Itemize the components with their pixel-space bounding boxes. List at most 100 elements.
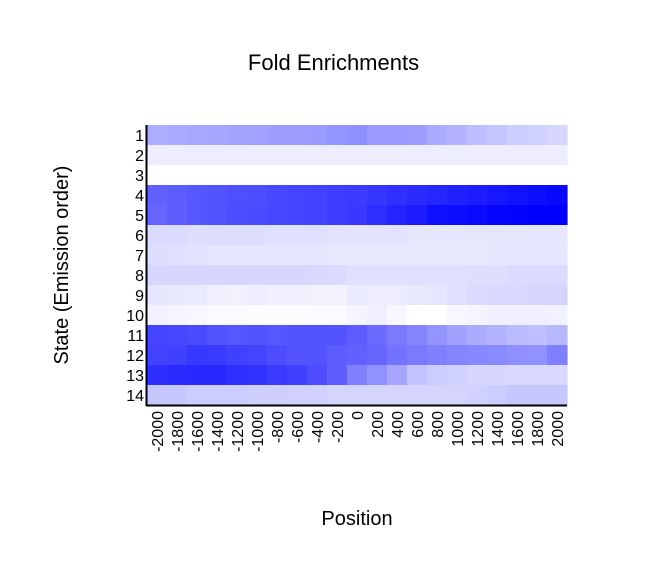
heatmap-cell <box>247 385 268 406</box>
heatmap-cell <box>487 185 508 206</box>
heatmap-cell <box>527 245 548 266</box>
heatmap-cell <box>267 265 288 286</box>
heatmap-cell <box>267 185 288 206</box>
heatmap-cell <box>307 385 328 406</box>
heatmap-cell <box>207 285 228 306</box>
heatmap-cell <box>407 265 428 286</box>
heatmap-cell <box>347 305 368 326</box>
heatmap-cell <box>387 305 408 326</box>
y-axis-label: State (Emission order) <box>51 166 73 365</box>
heatmap-cell <box>327 125 348 146</box>
heatmap-cell <box>407 165 428 186</box>
heatmap-cell <box>327 185 348 206</box>
heatmap-cell <box>167 305 188 326</box>
heatmap-cell <box>187 305 208 326</box>
heatmap-cell <box>547 145 568 166</box>
heatmap-cell <box>307 265 328 286</box>
heatmap-cell <box>447 305 468 326</box>
heatmap-cell <box>147 265 168 286</box>
heatmap-cell <box>167 145 188 166</box>
heatmap-cell <box>347 345 368 366</box>
x-tick-label: -400 <box>310 411 327 443</box>
heatmap-cell <box>507 205 528 226</box>
heatmap-cell <box>387 145 408 166</box>
x-tick-label: 1000 <box>450 411 467 447</box>
heatmap-cell <box>247 305 268 326</box>
heatmap-cell <box>327 265 348 286</box>
heatmap-cell <box>187 385 208 406</box>
heatmap-cell <box>467 165 488 186</box>
y-tick-label: 2 <box>135 148 144 165</box>
heatmap-cell <box>367 385 388 406</box>
heatmap-cell <box>287 205 308 226</box>
heatmap-cell <box>167 165 188 186</box>
heatmap-cell <box>227 305 248 326</box>
heatmap-cell <box>267 205 288 226</box>
heatmap-cell <box>307 365 328 386</box>
heatmap-cell <box>467 385 488 406</box>
heatmap-cell <box>507 385 528 406</box>
x-tick-label: 1400 <box>490 411 507 447</box>
heatmap-cell <box>227 225 248 246</box>
heatmap-cell <box>227 365 248 386</box>
x-tick-label: -1400 <box>210 411 227 452</box>
heatmap-cell <box>387 165 408 186</box>
heatmap-cell <box>167 125 188 146</box>
x-tick-label: 200 <box>370 411 387 438</box>
heatmap-cell <box>247 145 268 166</box>
heatmap-cell <box>307 145 328 166</box>
x-tick-label: 1800 <box>530 411 547 447</box>
heatmap-cell <box>427 185 448 206</box>
heatmap-cell <box>187 165 208 186</box>
heatmap-cell <box>427 265 448 286</box>
heatmap-cell <box>147 325 168 346</box>
heatmap-cell <box>507 185 528 206</box>
heatmap-cell <box>227 185 248 206</box>
heatmap-cell <box>287 125 308 146</box>
heatmap-cell <box>187 145 208 166</box>
heatmap-cell <box>207 345 228 366</box>
heatmap-cell <box>247 205 268 226</box>
heatmap-cell <box>147 365 168 386</box>
x-tick-label: 1600 <box>510 411 527 447</box>
heatmap-cell <box>387 345 408 366</box>
heatmap-cell <box>427 165 448 186</box>
heatmap-cell <box>487 385 508 406</box>
heatmap-cell <box>367 205 388 226</box>
heatmap-cell <box>467 225 488 246</box>
heatmap-cell <box>327 225 348 246</box>
heatmap-cell <box>387 125 408 146</box>
heatmap-cell <box>447 385 468 406</box>
heatmap-cell <box>227 345 248 366</box>
heatmap-cell <box>407 385 428 406</box>
heatmap-cell <box>367 365 388 386</box>
heatmap-cell <box>267 365 288 386</box>
heatmap-cell <box>147 345 168 366</box>
heatmap-cell <box>227 125 248 146</box>
heatmap-cell <box>427 245 448 266</box>
heatmap-cell <box>307 205 328 226</box>
heatmap-cell <box>547 185 568 206</box>
heatmap-cell <box>367 225 388 246</box>
heatmap-cell <box>207 125 228 146</box>
heatmap-cell <box>447 185 468 206</box>
heatmap-cell <box>487 305 508 326</box>
heatmap-cell <box>207 225 228 246</box>
heatmap-cell <box>487 365 508 386</box>
x-tick-label: 1200 <box>470 411 487 447</box>
heatmap-cell <box>347 325 368 346</box>
heatmap-cell <box>387 185 408 206</box>
heatmap-cell <box>147 385 168 406</box>
heatmap-cell <box>447 285 468 306</box>
heatmap-cell <box>187 325 208 346</box>
heatmap-cell <box>167 185 188 206</box>
heatmap-cell <box>387 285 408 306</box>
x-tick-label: -1200 <box>230 411 247 452</box>
y-tick-label: 8 <box>135 268 144 285</box>
heatmap-cell <box>427 385 448 406</box>
heatmap-cell <box>427 365 448 386</box>
heatmap-cell <box>467 125 488 146</box>
heatmap-cell <box>187 225 208 246</box>
heatmap-cell <box>387 225 408 246</box>
